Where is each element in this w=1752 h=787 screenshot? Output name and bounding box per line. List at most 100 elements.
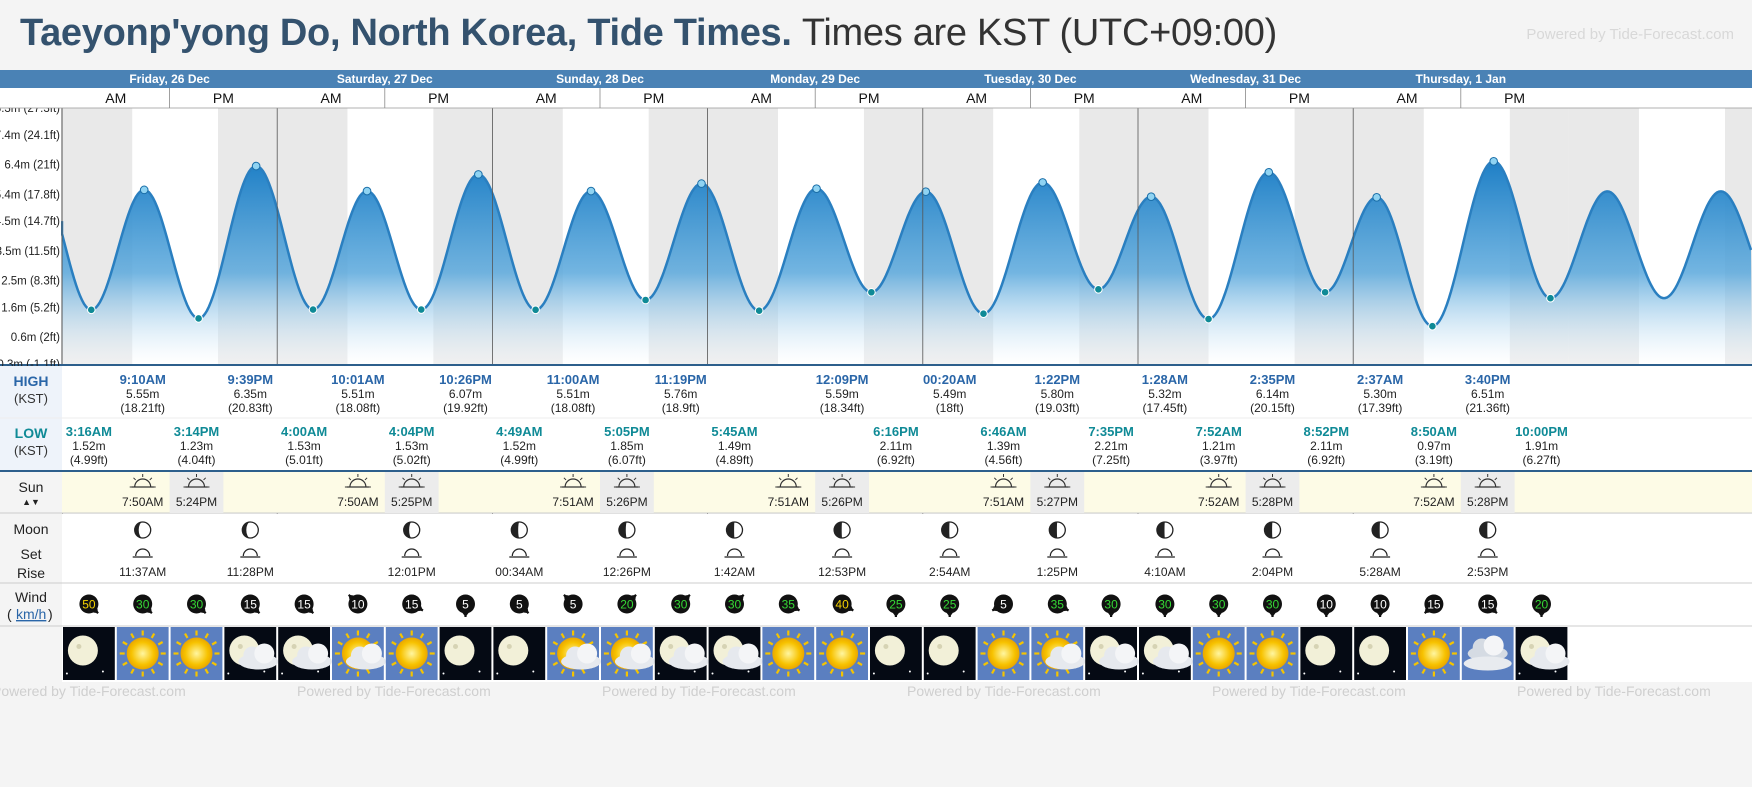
sunset-time: 5:26PM	[606, 495, 647, 509]
moon-crater	[237, 644, 243, 649]
sun-ray	[1260, 668, 1265, 674]
ytick-label: 4.5m (14.7ft)	[0, 216, 60, 228]
tide-point-low	[1546, 293, 1555, 303]
wind-arrow-head	[146, 608, 152, 614]
star	[496, 672, 499, 675]
wind-indicator: 10	[347, 594, 368, 614]
sun-ray	[176, 641, 182, 646]
ytick-label: 7.4m (24.1ft)	[0, 130, 60, 142]
day-label: Saturday, 27 Dec	[337, 72, 433, 86]
tide-height-m: 1.53m	[287, 439, 320, 453]
tide-height-m: 5.51m	[341, 387, 374, 401]
moon-set-time: 11:37AM	[119, 565, 166, 579]
sunset-ray	[203, 477, 207, 481]
ytick-label: 0.6m (2ft)	[11, 332, 60, 344]
sunrise-icon	[560, 474, 587, 488]
low-tz-label: (KST)	[14, 443, 48, 458]
star	[1518, 672, 1521, 675]
wind-indicator: 30	[133, 594, 153, 614]
tide-height-m: 6.14m	[1256, 387, 1289, 401]
sun-disc	[395, 637, 428, 670]
moon-crater	[668, 644, 674, 649]
tide-height-m: 1.21m	[1202, 439, 1235, 453]
moon-set-arc	[1049, 548, 1065, 557]
sun-disc	[1256, 637, 1289, 670]
sunset-arc	[187, 478, 206, 488]
tide-time-high: 9:10AM	[120, 372, 166, 387]
star	[693, 670, 696, 673]
am-label: AM	[105, 90, 126, 106]
sunset-ray	[1262, 477, 1266, 481]
sun-ray	[426, 641, 433, 646]
tide-height-ft: (18.21ft)	[120, 401, 165, 415]
wind-circle	[671, 594, 691, 614]
sun-ray	[150, 668, 156, 674]
wind-indicator: 30	[1101, 594, 1121, 617]
sunrise-ray	[364, 477, 368, 481]
tide-height-m: 5.51m	[556, 387, 589, 401]
weather-sun-icon	[170, 627, 223, 680]
tide-height-ft: (21.36ft)	[1465, 401, 1510, 415]
sunset-arc	[1479, 478, 1497, 488]
tide-time-low: 4:00AM	[281, 424, 327, 439]
moon-set-arc	[135, 548, 151, 557]
tide-height-ft: (18.34ft)	[820, 401, 865, 415]
tide-point-low	[308, 305, 318, 314]
tide-point-high	[362, 186, 372, 196]
tide-height-ft: (18.08ft)	[551, 401, 596, 415]
wind-arrow-head	[892, 612, 899, 617]
moon-disc	[874, 635, 905, 666]
sunset-time: 5:28PM	[1467, 495, 1508, 509]
ytick-label: 1.6m (5.2ft)	[1, 302, 60, 314]
wind-speed: 15	[405, 598, 419, 612]
moon-rise-arc	[726, 548, 743, 557]
weather-moon-icon	[63, 627, 115, 680]
wind-speed: 35	[782, 598, 796, 612]
yaxis-panel	[0, 108, 61, 364]
wind-speed: 30	[1104, 598, 1118, 612]
tide-height-m: 1.53m	[395, 439, 428, 453]
wind-circle	[940, 594, 960, 614]
sunset-ray	[402, 477, 405, 481]
tide-time-low: 7:35PM	[1088, 424, 1134, 439]
wind-speed: 30	[136, 598, 150, 612]
wind-speed: 10	[351, 598, 365, 612]
moon-crater	[1529, 644, 1534, 649]
cloud-puff	[1545, 643, 1566, 664]
tide-chart: -0.3m (-1.1ft)0.6m (2ft)1.6m (5.2ft)2.5m…	[0, 70, 1752, 787]
wind-speed: 50	[82, 598, 96, 612]
am-label: AM	[751, 90, 772, 106]
moon-shadow	[134, 522, 143, 538]
sun-ray	[184, 668, 189, 674]
moon-phase-icon	[939, 521, 960, 558]
sunrise-ray	[993, 477, 997, 481]
sunset-arc	[833, 478, 851, 488]
weather-moon-cloud-icon	[654, 627, 709, 680]
wind-arrow-head	[93, 608, 99, 614]
sun-ray	[1206, 668, 1211, 674]
wind-label: Wind	[15, 589, 47, 605]
tide-time-high: 1:22PM	[1035, 372, 1081, 387]
high-label: HIGH	[14, 373, 49, 389]
am-label: AM	[321, 90, 342, 106]
moon-shadow	[1049, 522, 1058, 538]
high-tz-label: (KST)	[14, 391, 48, 406]
title-timezone: Times are KST (UTC+09:00)	[801, 12, 1277, 54]
wind-indicator: 35	[778, 594, 801, 614]
sun-ray	[850, 668, 855, 674]
sun-ray	[803, 641, 809, 646]
wind-speed: 5	[1000, 598, 1007, 612]
sun-ray	[581, 668, 586, 674]
tide-point-high	[474, 170, 483, 179]
cloud-puff	[1061, 643, 1082, 664]
sunset-time: 5:26PM	[821, 495, 862, 509]
moon-rise-time: 5:28AM	[1359, 565, 1400, 579]
sunrise-arc	[1210, 478, 1228, 488]
sunset-arc	[618, 478, 636, 488]
wind-circle	[1047, 594, 1067, 614]
sun-ray	[829, 633, 835, 639]
tide-time-high: 11:19PM	[655, 372, 707, 387]
wind-indicator: 30	[1209, 594, 1229, 617]
sun-ray	[157, 641, 164, 646]
star	[962, 670, 965, 673]
